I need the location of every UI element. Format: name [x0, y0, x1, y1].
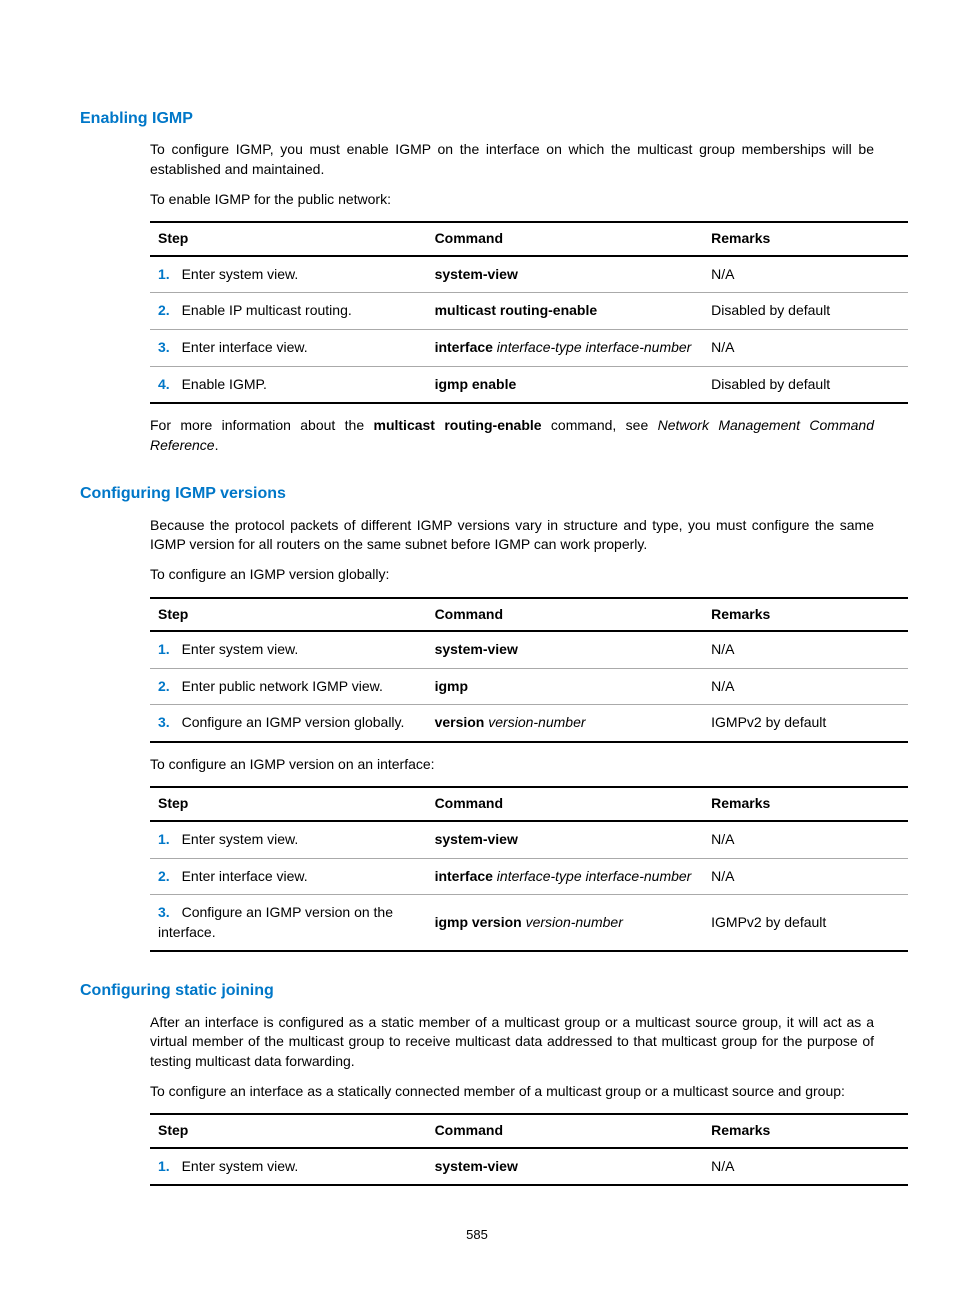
section-heading: Configuring static joining [80, 980, 874, 1002]
step-text: Enter system view. [182, 641, 299, 657]
command-bold: system-view [435, 1158, 518, 1174]
table-row: 4. Enable IGMP. igmp enable Disabled by … [150, 366, 908, 403]
config-table: Step Command Remarks 1. Enter system vie… [150, 1113, 908, 1186]
table-header-remarks: Remarks [703, 222, 908, 256]
command-bold: igmp [435, 678, 468, 694]
paragraph: To configure IGMP, you must enable IGMP … [150, 140, 874, 179]
table-header-command: Command [427, 598, 704, 632]
command-bold: interface [435, 868, 493, 884]
step-text: Enter public network IGMP view. [182, 678, 383, 694]
table-header-step: Step [150, 222, 427, 256]
table-header-remarks: Remarks [703, 787, 908, 821]
remark-text: N/A [703, 631, 908, 668]
remark-text: N/A [703, 821, 908, 858]
step-text: Enter system view. [182, 266, 299, 282]
table-row: 3. Configure an IGMP version on the inte… [150, 895, 908, 952]
step-text: Enter system view. [182, 1158, 299, 1174]
table-row: 3. Enter interface view. interface inter… [150, 329, 908, 366]
step-text: Enter interface view. [182, 339, 308, 355]
table-row: 2. Enter public network IGMP view. igmp … [150, 668, 908, 705]
table-row: 1. Enter system view. system-view N/A [150, 631, 908, 668]
paragraph: For more information about the multicast… [150, 416, 874, 455]
step-number: 2. [158, 868, 178, 884]
config-table: Step Command Remarks 1. Enter system vie… [150, 786, 908, 952]
step-text: Enter interface view. [182, 868, 308, 884]
paragraph: To configure an IGMP version on an inter… [150, 755, 874, 775]
text-run: command, see [542, 417, 658, 433]
step-text: Enable IGMP. [182, 376, 267, 392]
text-run: For more information about the [150, 417, 374, 433]
table-header-step: Step [150, 598, 427, 632]
command-bold: multicast routing-enable [435, 302, 598, 318]
table-header-step: Step [150, 1114, 427, 1148]
step-text: Configure an IGMP version on the interfa… [158, 904, 393, 940]
step-number: 3. [158, 904, 178, 920]
command-italic: version-number [484, 714, 585, 730]
remark-text: Disabled by default [703, 366, 908, 403]
command-bold: system-view [435, 641, 518, 657]
paragraph: After an interface is configured as a st… [150, 1013, 874, 1072]
table-header-command: Command [427, 1114, 704, 1148]
command-bold: igmp enable [435, 376, 517, 392]
command-bold: system-view [435, 831, 518, 847]
command-italic: version-number [522, 914, 623, 930]
step-text: Configure an IGMP version globally. [182, 714, 405, 730]
table-header-command: Command [427, 787, 704, 821]
section-heading: Configuring IGMP versions [80, 483, 874, 505]
section-heading: Enabling IGMP [80, 108, 874, 130]
remark-text: IGMPv2 by default [703, 895, 908, 952]
command-italic: interface-type interface-number [493, 339, 691, 355]
command-bold: igmp version [435, 914, 522, 930]
step-number: 1. [158, 266, 178, 282]
table-row: 2. Enable IP multicast routing. multicas… [150, 293, 908, 330]
step-number: 4. [158, 376, 178, 392]
remark-text: IGMPv2 by default [703, 705, 908, 742]
table-header-remarks: Remarks [703, 598, 908, 632]
table-row: 1. Enter system view. system-view N/A [150, 1148, 908, 1186]
step-number: 1. [158, 831, 178, 847]
page-number: 585 [80, 1226, 874, 1244]
table-header-remarks: Remarks [703, 1114, 908, 1148]
table-header-step: Step [150, 787, 427, 821]
command-bold: interface [435, 339, 493, 355]
text-run: . [215, 437, 219, 453]
step-text: Enter system view. [182, 831, 299, 847]
step-number: 2. [158, 302, 178, 318]
table-row: 3. Configure an IGMP version globally. v… [150, 705, 908, 742]
step-number: 1. [158, 641, 178, 657]
remark-text: N/A [703, 668, 908, 705]
config-table: Step Command Remarks 1. Enter system vie… [150, 597, 908, 743]
paragraph: To configure an IGMP version globally: [150, 565, 874, 585]
paragraph: Because the protocol packets of differen… [150, 516, 874, 555]
command-italic: interface-type interface-number [493, 868, 691, 884]
remark-text: Disabled by default [703, 293, 908, 330]
table-row: 1. Enter system view. system-view N/A [150, 821, 908, 858]
step-number: 3. [158, 714, 178, 730]
step-number: 2. [158, 678, 178, 694]
table-row: 2. Enter interface view. interface inter… [150, 858, 908, 895]
remark-text: N/A [703, 329, 908, 366]
step-number: 1. [158, 1158, 178, 1174]
remark-text: N/A [703, 858, 908, 895]
step-text: Enable IP multicast routing. [182, 302, 352, 318]
command-bold: version [435, 714, 485, 730]
table-row: 1. Enter system view. system-view N/A [150, 256, 908, 293]
paragraph: To configure an interface as a staticall… [150, 1082, 874, 1102]
config-table: Step Command Remarks 1. Enter system vie… [150, 221, 908, 404]
paragraph: To enable IGMP for the public network: [150, 190, 874, 210]
remark-text: N/A [703, 256, 908, 293]
step-number: 3. [158, 339, 178, 355]
remark-text: N/A [703, 1148, 908, 1186]
command-bold: system-view [435, 266, 518, 282]
text-bold: multicast routing-enable [374, 417, 542, 433]
table-header-command: Command [427, 222, 704, 256]
